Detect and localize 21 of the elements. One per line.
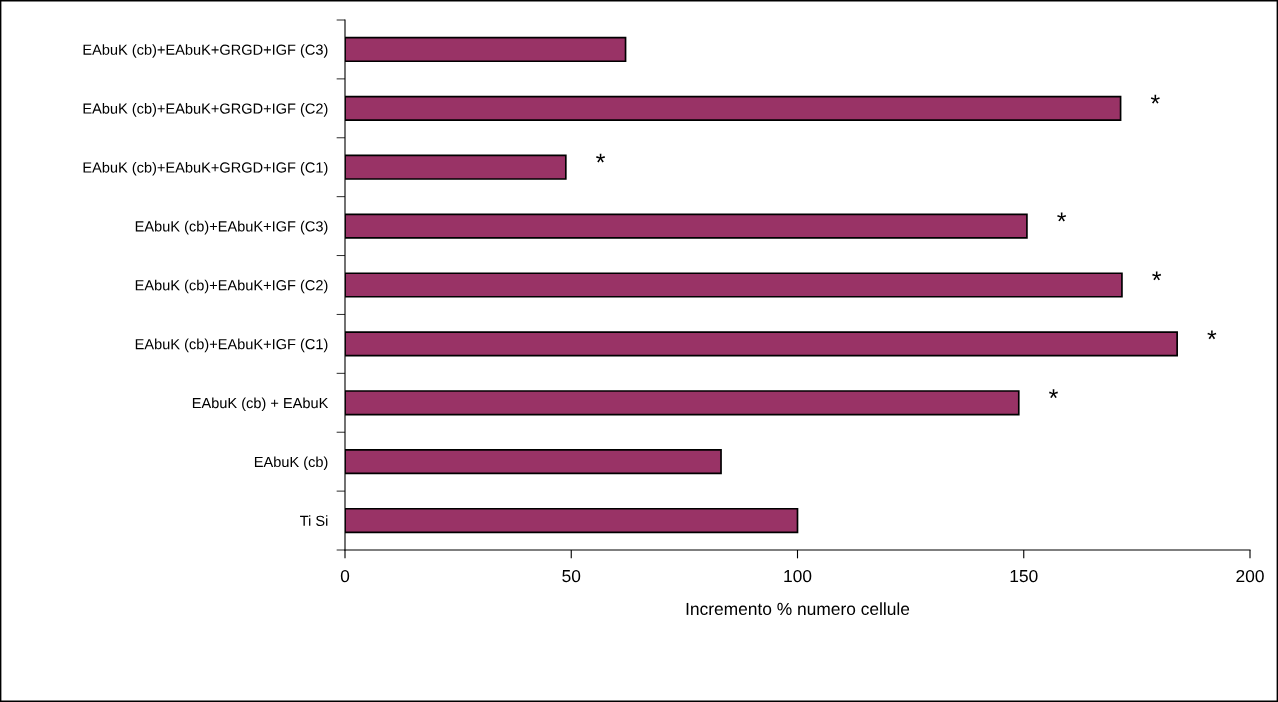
x-tick-label: 200 xyxy=(1236,569,1264,583)
annotation: * xyxy=(1150,94,1160,104)
x-axis-title: Incremento % numero cellule xyxy=(686,602,910,616)
y-tick-label: EAbuK (cb) xyxy=(254,456,328,470)
annotation: * xyxy=(596,153,606,163)
y-tick-label: EAbuK (cb)+EAbuK+IGF (C1) xyxy=(135,338,328,353)
y-tick-label: EAbuK (cb)+EAbuK+GRGD+IGF (C3) xyxy=(83,44,328,58)
annotation: * xyxy=(1152,271,1162,281)
annotation: * xyxy=(1057,212,1067,222)
x-tick-label: 150 xyxy=(1010,569,1038,583)
y-tick-label: EAbuK (cb)+EAbuK+GRGD+IGF (C2) xyxy=(83,103,328,117)
y-tick-label: EAbuK (cb)+EAbuK+IGF (C3) xyxy=(135,220,328,235)
y-tick-label: EAbuK (cb)+EAbuK+IGF (C2) xyxy=(135,279,328,294)
x-tick-label: 50 xyxy=(562,569,581,583)
annotation: * xyxy=(1049,389,1058,399)
x-tick-label: 0 xyxy=(340,569,350,583)
annotation: * xyxy=(1207,330,1217,340)
y-tick-label: Ti Si xyxy=(300,515,328,526)
x-tick-label: 100 xyxy=(784,569,812,583)
y-tick-label: EAbuK (cb)+EAbuK+GRGD+IGF (C1) xyxy=(83,161,328,176)
y-tick-label: EAbuK (cb) + EAbuK xyxy=(192,397,329,412)
